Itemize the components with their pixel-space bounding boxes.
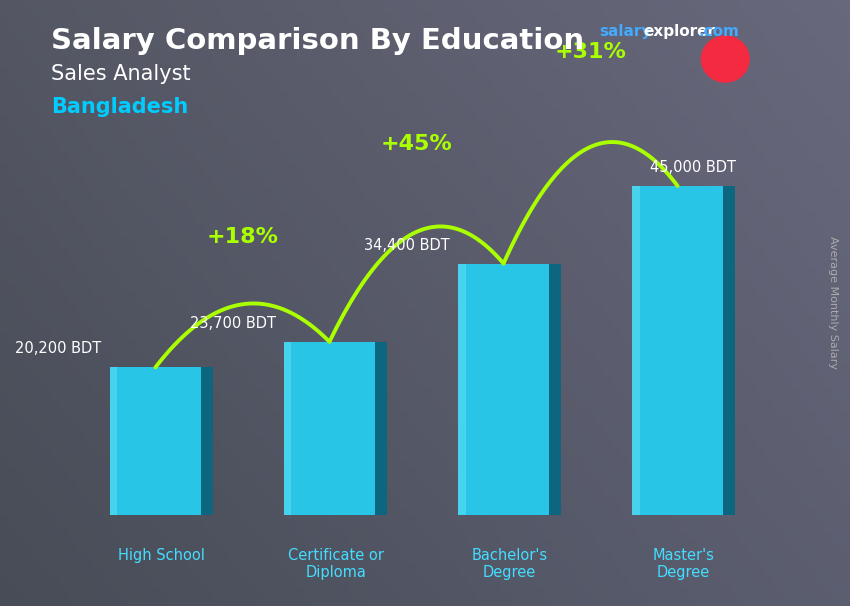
Text: Bangladesh: Bangladesh — [51, 97, 188, 117]
Text: Salary Comparison By Education: Salary Comparison By Education — [51, 27, 584, 55]
Bar — [110, 367, 201, 515]
Text: Average Monthly Salary: Average Monthly Salary — [828, 236, 838, 370]
Text: 20,200 BDT: 20,200 BDT — [15, 341, 101, 356]
Circle shape — [701, 36, 749, 82]
Bar — [284, 342, 375, 515]
Text: salary: salary — [599, 24, 652, 39]
Text: High School: High School — [118, 548, 205, 563]
Bar — [632, 186, 639, 515]
Bar — [632, 186, 722, 515]
Bar — [284, 342, 292, 515]
Text: 34,400 BDT: 34,400 BDT — [364, 238, 450, 253]
Bar — [722, 186, 735, 515]
Text: Bachelor's
Degree: Bachelor's Degree — [472, 548, 547, 581]
Bar — [549, 264, 561, 515]
Text: +45%: +45% — [381, 134, 452, 154]
Text: +18%: +18% — [207, 227, 279, 247]
Bar — [375, 342, 387, 515]
Text: .com: .com — [699, 24, 740, 39]
Bar — [458, 264, 549, 515]
Text: Certificate or
Diploma: Certificate or Diploma — [287, 548, 383, 581]
Bar — [110, 367, 117, 515]
Text: Master's
Degree: Master's Degree — [653, 548, 715, 581]
Text: Sales Analyst: Sales Analyst — [51, 64, 190, 84]
Bar — [458, 264, 466, 515]
Text: +31%: +31% — [554, 42, 626, 62]
Text: 23,700 BDT: 23,700 BDT — [190, 316, 275, 331]
Text: 45,000 BDT: 45,000 BDT — [649, 160, 736, 175]
Text: explorer: explorer — [643, 24, 716, 39]
Bar — [201, 367, 212, 515]
